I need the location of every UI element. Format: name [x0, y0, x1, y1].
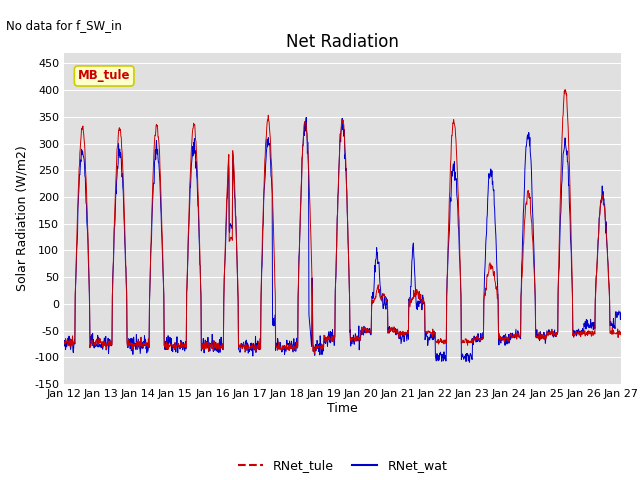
RNet_tule: [502, 335, 509, 341]
RNet_tule: [170, 343, 178, 348]
RNet_tule: [184, 254, 191, 260]
Line: RNet_tule: RNet_tule: [64, 90, 621, 354]
Text: MB_tule: MB_tule: [78, 70, 131, 83]
X-axis label: Time: Time: [327, 402, 358, 415]
Line: RNet_wat: RNet_wat: [64, 118, 621, 362]
Text: No data for f_SW_in: No data for f_SW_in: [6, 19, 122, 32]
RNet_wat: [170, 343, 178, 349]
Legend: RNet_tule, RNet_wat: RNet_tule, RNet_wat: [232, 454, 452, 477]
RNet_wat: [302, 115, 310, 120]
RNet_wat: [552, 330, 559, 336]
RNet_tule: [60, 340, 68, 346]
RNet_tule: [246, 345, 254, 351]
RNet_wat: [184, 253, 191, 259]
RNet_wat: [502, 341, 510, 347]
RNet_wat: [429, 330, 437, 336]
RNet_tule: [617, 329, 625, 335]
RNet_tule: [429, 331, 437, 337]
RNet_tule: [310, 351, 318, 357]
RNet_wat: [617, 309, 625, 315]
RNet_tule: [551, 330, 559, 336]
RNet_tule: [561, 87, 569, 93]
Title: Net Radiation: Net Radiation: [286, 33, 399, 51]
RNet_wat: [246, 347, 254, 353]
RNet_wat: [466, 360, 474, 365]
Y-axis label: Solar Radiation (W/m2): Solar Radiation (W/m2): [15, 145, 29, 291]
RNet_wat: [60, 339, 68, 345]
